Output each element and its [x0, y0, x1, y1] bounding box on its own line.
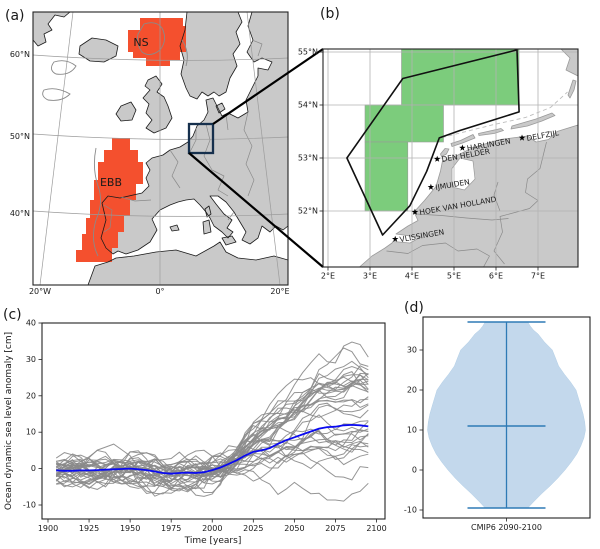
lon-tick-label: 4°E — [405, 272, 419, 281]
model-grid-cells — [364, 49, 520, 212]
y-tick-label: 10 — [407, 426, 417, 435]
lat-tick-label: 60°N — [10, 50, 30, 59]
lat-tick-label: 55°N — [298, 48, 318, 57]
inset-connector-top — [212, 48, 324, 125]
y-tick-label: 10 — [26, 428, 36, 437]
inset-connector-bottom — [188, 152, 324, 268]
shelf-contours — [42, 22, 188, 257]
panel-c-frame — [41, 322, 386, 520]
land-africa — [88, 242, 288, 285]
land-iceland — [79, 38, 118, 62]
violin-plot — [427, 321, 586, 509]
panel-d-ticks: -10 0 10 20 30 — [404, 346, 507, 522]
shelf-region-polygon — [346, 49, 520, 236]
y-tick-label: 0 — [412, 466, 417, 475]
x-tick-label: 2050 — [284, 524, 304, 533]
wadden-islands — [440, 49, 578, 157]
x-tick-label: 2025 — [243, 524, 263, 533]
station-star-icon — [392, 235, 399, 242]
y-tick-label: 20 — [407, 386, 417, 395]
graticule-a — [33, 12, 288, 285]
panel-a-map: NS EBB — [33, 12, 288, 285]
ensemble-member-line — [56, 429, 369, 478]
panel-a: (a) — [5, 8, 290, 296]
lon-tick-label: 6°E — [489, 272, 503, 281]
coastlines — [33, 12, 288, 285]
panel-c-ylabel: Ocean dynamic sea level anomaly [cm] — [4, 332, 14, 510]
panel-d-category-label: CMIP6 2090-2100 — [471, 523, 542, 532]
panel-d-label: (d) — [404, 300, 424, 316]
station-star-icon — [434, 155, 441, 162]
y-tick-label: 0 — [31, 464, 36, 473]
y-tick-label: 20 — [26, 391, 36, 400]
country-borders-b — [386, 141, 547, 267]
panel-d: (d) -10 0 10 20 30 CMIP6 2090-2100 — [404, 300, 591, 532]
panel-a-label: (a) — [5, 8, 25, 24]
ensemble-member-line — [56, 360, 369, 485]
y-tick-label: 40 — [26, 319, 36, 328]
station-star-icon — [427, 183, 435, 190]
graticule-b — [323, 49, 578, 267]
panel-a-ticklabels: 60°N 50°N 40°N 20°W 0° 20°E — [10, 50, 290, 296]
lon-tick-label: 7°E — [531, 272, 545, 281]
grid-cell — [364, 141, 409, 212]
grid-cell — [401, 49, 520, 106]
y-tick-label: -10 — [404, 506, 417, 515]
ensemble-lines — [55, 341, 369, 502]
lat-tick-label: 52°N — [298, 207, 318, 216]
panel-b: (b) — [298, 6, 579, 281]
ensemble-member-line — [55, 372, 369, 488]
region-ebb-shape — [76, 138, 143, 262]
lat-tick-label: 54°N — [298, 101, 318, 110]
lat-tick-label: 53°N — [298, 154, 318, 163]
inset-locator-box — [187, 122, 215, 155]
station-star-icon — [518, 134, 526, 141]
lake-ijsselmeer — [451, 157, 476, 191]
y-tick-label: 30 — [407, 346, 417, 355]
ensemble-member-line — [56, 399, 369, 478]
ensemble-member-line — [55, 383, 369, 492]
lon-tick-label: 3°E — [363, 272, 377, 281]
lat-tick-label: 50°N — [10, 132, 30, 141]
land-netherlands — [359, 124, 578, 267]
panel-b-label: (b) — [320, 6, 340, 22]
x-tick-label: 1950 — [120, 524, 140, 533]
y-tick-label: -10 — [23, 501, 36, 510]
y-tick-label: 30 — [26, 355, 36, 364]
lon-tick-label: 20°E — [270, 287, 289, 296]
x-tick-label: 1975 — [161, 524, 181, 533]
lon-tick-label: 5°E — [447, 272, 461, 281]
panel-c-ticks: 1900 1925 1950 1975 2000 2025 2050 2075 2100 -10 0… — [23, 319, 387, 534]
x-tick-label: 1925 — [79, 524, 99, 533]
ensemble-member-line — [56, 370, 369, 489]
land-greenland — [33, 12, 70, 46]
x-tick-label: 1900 — [38, 524, 58, 533]
land-scandinavia — [180, 12, 242, 99]
panel-b-ticklabels: 2°E 3°E 4°E 5°E 6°E 7°E 55°N 54°N 53°N 52°N — [298, 48, 545, 281]
study-regions — [76, 18, 186, 262]
region-ns-label: NS — [133, 36, 148, 49]
panel-c: (c) 1900 1925 1950 1975 2000 2025 2050 2075 2100… — [3, 307, 387, 546]
lon-tick-label: 2°E — [321, 272, 335, 281]
region-ns-shape — [128, 18, 186, 66]
region-ebb-label: EBB — [100, 176, 122, 189]
lon-tick-label: 0° — [155, 287, 164, 296]
panel-a-frame — [32, 11, 289, 286]
station-star-icon — [411, 208, 419, 215]
panel-c-xlabel: Time [years] — [184, 536, 242, 546]
lat-tick-label: 40°N — [10, 209, 30, 218]
land-sardinia — [203, 220, 211, 234]
grid-cell — [364, 104, 444, 143]
inset-connectors — [188, 48, 324, 268]
ensemble-mean-line — [56, 423, 369, 475]
station-star-icon — [459, 144, 466, 151]
x-tick-label: 2100 — [366, 524, 386, 533]
panel-c-label: (c) — [3, 307, 22, 323]
x-tick-label: 2000 — [202, 524, 222, 533]
x-tick-label: 2075 — [325, 524, 345, 533]
lon-tick-label: 20°W — [29, 287, 51, 296]
